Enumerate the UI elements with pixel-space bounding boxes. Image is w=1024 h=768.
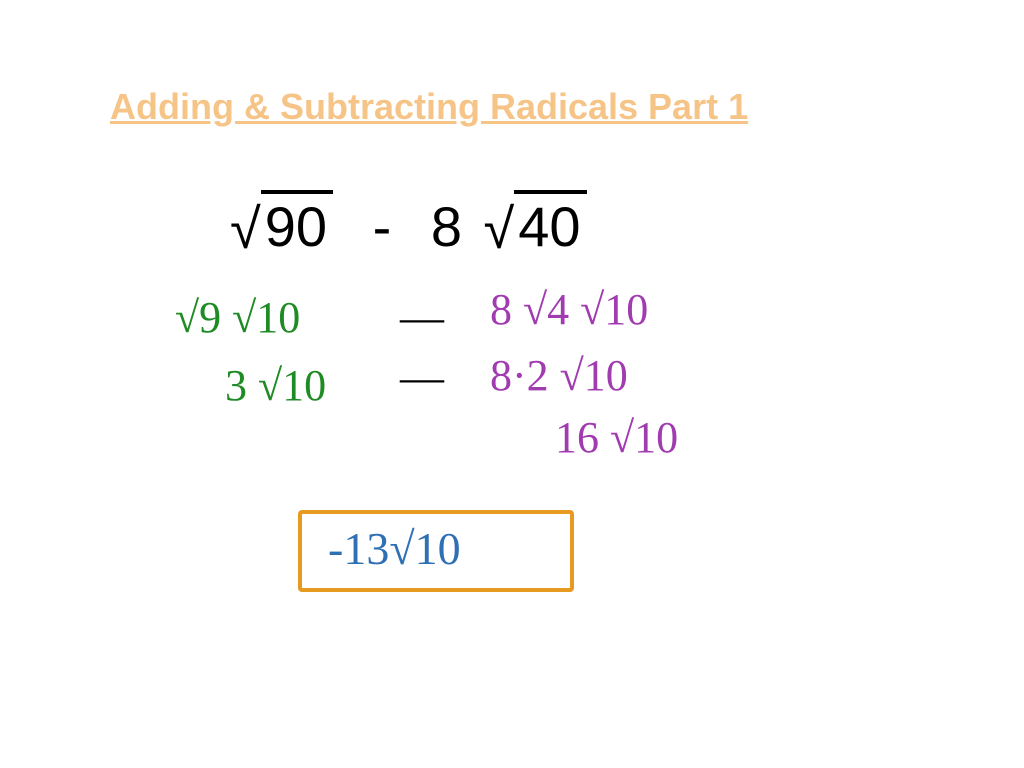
work-line1-right: 8 √4 √10: [490, 284, 648, 335]
work-line2-left: 3 √10: [225, 360, 326, 411]
radicand-1: 90: [261, 190, 333, 259]
final-answer: -13√10: [328, 522, 461, 575]
work-line1-left: √9 √10: [175, 292, 300, 343]
coeff-2: 8: [431, 195, 462, 258]
operator-minus: -: [373, 195, 392, 258]
work-line3-right: 16 √10: [555, 412, 678, 463]
dash-2: —: [400, 352, 444, 403]
page-title: Adding & Subtracting Radicals Part 1: [110, 86, 748, 128]
radicand-2: 40: [514, 190, 586, 259]
work-line2-right: 8·2 √10: [490, 350, 628, 401]
sqrt-term-2: √40: [484, 190, 587, 259]
typed-expression: √90 - 8 √40: [230, 190, 587, 259]
sqrt-term-1: √90: [230, 190, 333, 259]
slide-canvas: Adding & Subtracting Radicals Part 1 √90…: [0, 0, 1024, 768]
dash-1: —: [400, 292, 444, 343]
